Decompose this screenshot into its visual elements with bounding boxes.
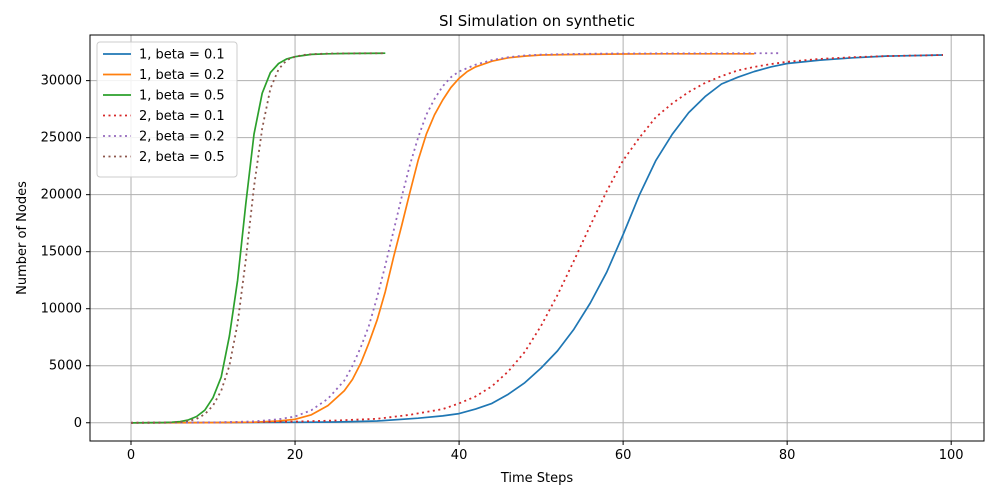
legend-label: 2, beta = 0.2 [139,130,225,145]
x-tick-label: 100 [939,448,964,463]
legend-label: 1, beta = 0.1 [139,48,225,63]
x-axis-label: Time Steps [500,471,574,486]
series-line-3 [130,52,386,424]
axis-ticks: 0 20 40 60 80 100 0 5000 10000 15000 20000 25000 300… [41,74,964,463]
y-tick-label: 0 [74,416,82,431]
y-tick-label: 5000 [49,359,82,374]
plot-frame [89,34,985,442]
series-lines [130,52,944,424]
series-line-5 [130,52,780,424]
x-tick-label: 80 [779,448,796,463]
y-axis-label: Number of Nodes [15,181,30,295]
x-tick-label: 0 [127,448,135,463]
y-tick-label: 20000 [41,188,82,203]
legend-label: 2, beta = 0.1 [139,109,225,124]
chart-title: SI Simulation on synthetic [439,12,635,30]
series-line-1 [130,54,944,424]
y-tick-label: 15000 [41,245,82,260]
y-tick-label: 25000 [41,131,82,146]
y-tick-label: 30000 [41,74,82,89]
x-tick-label: 40 [451,448,468,463]
x-tick-label: 20 [287,448,304,463]
legend-label: 2, beta = 0.5 [139,150,225,165]
legend: 1, beta = 0.1 1, beta = 0.2 1, beta = 0.5 2… [96,41,238,178]
series-line-4 [130,54,944,424]
legend-label: 1, beta = 0.5 [139,89,225,104]
legend-box [96,41,238,178]
legend-label: 1, beta = 0.2 [139,68,225,83]
x-tick-label: 60 [615,448,632,463]
y-tick-label: 10000 [41,302,82,317]
